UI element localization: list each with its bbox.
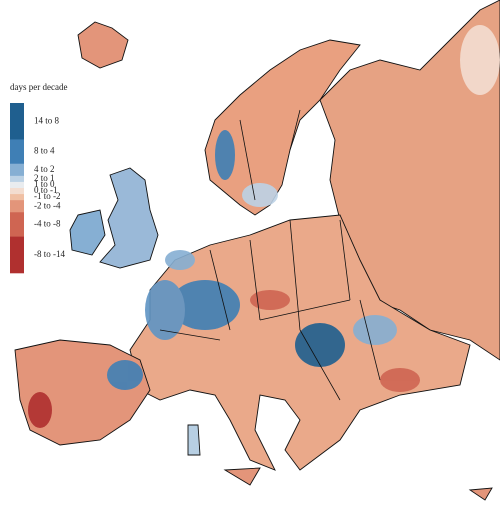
legend-swatch [10, 163, 24, 177]
patch [170, 280, 240, 330]
patch [295, 323, 345, 367]
iceland [77, 21, 129, 69]
patch [250, 290, 290, 310]
legend-swatch [10, 194, 24, 201]
legend-label: 1 to 0 [34, 179, 55, 189]
legend-label: -1 to -2 [34, 191, 61, 201]
sardinia [187, 424, 201, 456]
patch [145, 280, 185, 340]
cyprus [468, 487, 493, 501]
borders [159, 109, 381, 401]
border [159, 109, 381, 401]
legend-swatch [10, 139, 24, 165]
legend-label: -8 to -14 [34, 249, 65, 259]
legend-label: -4 to -8 [34, 218, 61, 228]
legend-swatch [10, 175, 24, 183]
patch [165, 250, 195, 270]
legend-swatch [10, 188, 24, 195]
patch [460, 25, 500, 95]
sicily [223, 467, 261, 486]
legend-label: 8 to 4 [34, 146, 55, 156]
legend-label: 14 to 8 [34, 115, 60, 125]
legend-title: days per decade [10, 82, 67, 92]
patch [242, 183, 278, 207]
legend-swatch [10, 181, 24, 189]
legend-swatch [10, 212, 24, 237]
patch [380, 368, 420, 392]
map-patches [28, 25, 500, 428]
patch [107, 360, 143, 390]
legend-label: 2 to 1 [34, 173, 55, 183]
legend-swatch [10, 103, 24, 140]
patch [215, 130, 235, 180]
map-land [14, 0, 500, 501]
iberia [14, 339, 151, 446]
legend-swatch [10, 200, 24, 213]
patch [28, 392, 52, 428]
scandinavia [204, 39, 361, 216]
patch [353, 315, 397, 345]
legend-label: -2 to -4 [34, 200, 61, 210]
legend-label: 4 to 2 [34, 164, 55, 174]
legend-swatch [10, 236, 24, 274]
britain [99, 167, 159, 269]
legend-label: 0 to -1 [34, 185, 58, 195]
legend: days per decade 14 to 8 8 to 4 4 to 22 to … [10, 82, 67, 274]
ireland [69, 209, 106, 256]
